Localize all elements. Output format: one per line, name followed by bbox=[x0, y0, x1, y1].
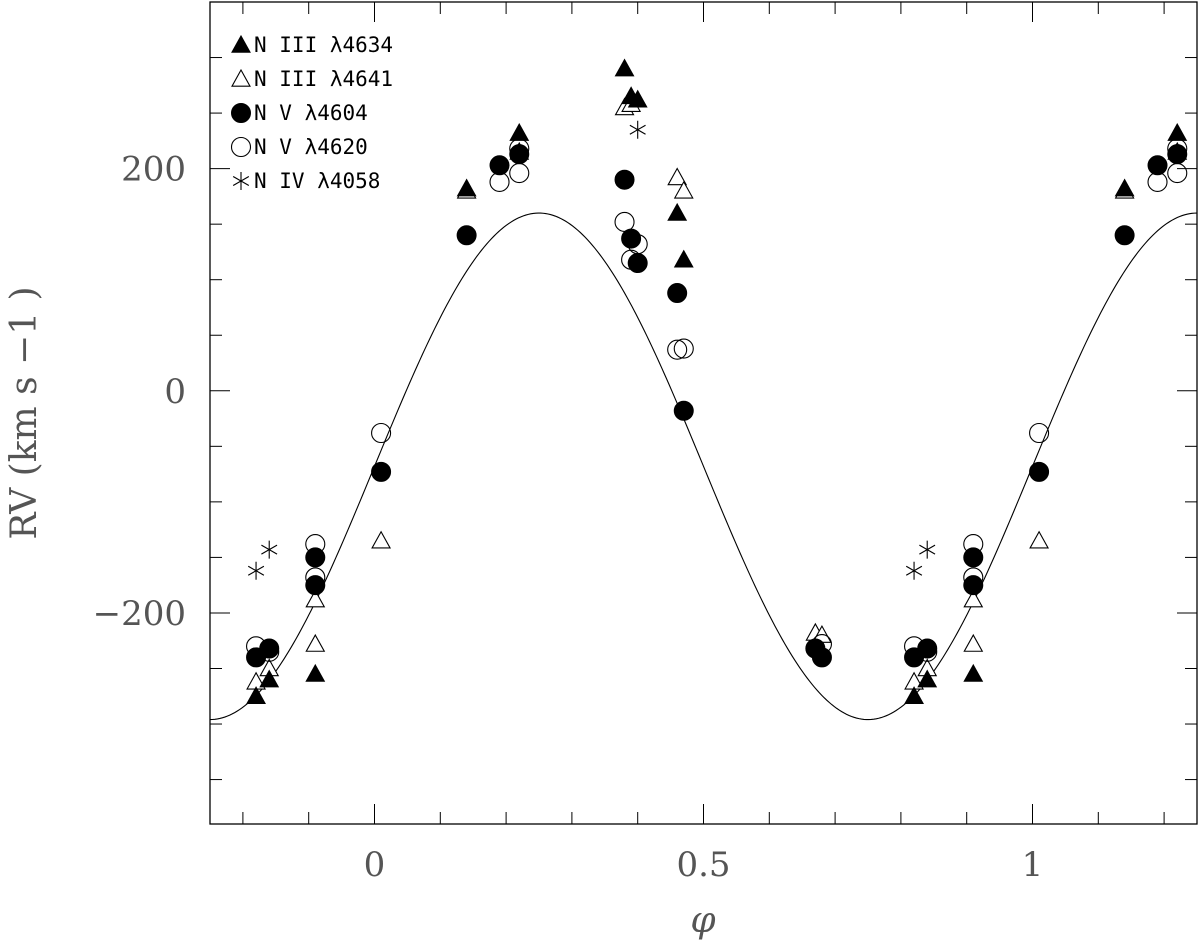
y-tick-label: −200 bbox=[93, 594, 186, 634]
data-point-open-triangle bbox=[963, 589, 984, 608]
data-point-filled-circle bbox=[917, 638, 938, 659]
data-point-filled-triangle bbox=[305, 663, 326, 682]
data-points bbox=[246, 58, 1188, 705]
data-point-filled-circle bbox=[456, 225, 477, 246]
data-point-filled-triangle bbox=[627, 89, 648, 108]
data-point-open-circle bbox=[1147, 171, 1168, 193]
data-point-open-circle bbox=[489, 171, 510, 193]
data-point-filled-triangle bbox=[246, 686, 266, 705]
legend-marker bbox=[231, 34, 251, 53]
data-point-open-circle bbox=[667, 339, 688, 360]
legend-label: N III λ4634 bbox=[254, 33, 393, 57]
y-tick-label: 0 bbox=[164, 372, 186, 412]
data-point-filled-circle bbox=[621, 228, 642, 249]
data-point-open-circle bbox=[673, 338, 694, 359]
data-point-open-triangle bbox=[305, 633, 326, 652]
data-point-filled-circle bbox=[305, 547, 326, 568]
data-point-open-triangle bbox=[305, 589, 326, 608]
data-point-asterisk bbox=[919, 540, 936, 559]
legend-label: N V λ4604 bbox=[254, 101, 368, 125]
data-point-filled-circle bbox=[509, 144, 530, 165]
data-point-open-circle bbox=[371, 422, 392, 444]
x-tick-label: 0.5 bbox=[676, 845, 730, 885]
data-point-open-circle bbox=[1029, 422, 1050, 444]
data-point-filled-circle bbox=[627, 253, 648, 274]
y-axis-title: RV (km s −1 ) bbox=[4, 286, 45, 539]
data-point-filled-circle bbox=[667, 283, 688, 304]
data-point-filled-triangle bbox=[1167, 122, 1188, 141]
data-point-filled-circle bbox=[259, 638, 280, 659]
data-point-open-triangle bbox=[673, 180, 694, 199]
data-point-filled-triangle bbox=[963, 663, 984, 682]
data-point-filled-circle bbox=[963, 547, 984, 568]
data-point-filled-circle bbox=[614, 169, 635, 190]
fit-curve bbox=[209, 212, 1198, 721]
data-point-filled-triangle bbox=[904, 686, 924, 705]
data-point-open-circle bbox=[614, 211, 635, 232]
legend-marker bbox=[232, 172, 250, 190]
data-point-filled-circle bbox=[1114, 225, 1135, 246]
y-tick-label: 200 bbox=[121, 150, 186, 190]
x-tick-label: 0 bbox=[364, 845, 386, 885]
data-point-filled-circle bbox=[811, 647, 832, 668]
data-point-open-triangle bbox=[667, 167, 688, 186]
data-point-filled-triangle bbox=[509, 122, 530, 141]
legend-label: N V λ4620 bbox=[254, 135, 368, 159]
data-point-open-circle bbox=[1167, 163, 1188, 184]
data-point-filled-triangle bbox=[1114, 178, 1135, 197]
x-tick-label: 1 bbox=[1022, 845, 1044, 885]
data-point-filled-triangle bbox=[614, 58, 635, 77]
data-point-asterisk bbox=[261, 540, 278, 559]
data-point-filled-triangle bbox=[673, 249, 694, 268]
data-point-filled-triangle bbox=[456, 178, 477, 197]
axis-ticks bbox=[210, 2, 1197, 824]
data-point-asterisk bbox=[905, 561, 923, 580]
data-point-asterisk bbox=[247, 561, 265, 580]
data-point-filled-circle bbox=[371, 461, 392, 482]
data-point-filled-circle bbox=[305, 575, 326, 596]
data-point-filled-triangle bbox=[667, 202, 688, 221]
legend: N III λ4634 N III λ4641 N V λ4604 N V λ4620… bbox=[230, 33, 393, 193]
axis-tick-labels: 0 0.5 1 −200 0 200 bbox=[93, 150, 1044, 885]
legend-marker bbox=[231, 68, 251, 87]
legend-marker bbox=[231, 103, 251, 123]
legend-label: N III λ4641 bbox=[254, 67, 393, 91]
data-point-filled-circle bbox=[489, 155, 510, 176]
data-point-filled-circle bbox=[1167, 144, 1188, 165]
plot-frame bbox=[209, 1, 1198, 825]
x-axis-title: φ bbox=[690, 900, 716, 941]
data-point-filled-circle bbox=[963, 575, 984, 596]
data-point-filled-circle bbox=[1029, 461, 1050, 482]
data-point-filled-circle bbox=[673, 400, 694, 421]
data-point-open-triangle bbox=[371, 530, 392, 549]
data-point-asterisk bbox=[629, 120, 646, 139]
data-point-open-circle bbox=[509, 163, 530, 184]
legend-marker bbox=[230, 136, 252, 158]
data-point-filled-triangle bbox=[259, 669, 280, 688]
data-point-filled-triangle bbox=[917, 669, 938, 688]
data-point-open-triangle bbox=[1029, 530, 1050, 549]
data-point-open-triangle bbox=[963, 633, 984, 652]
legend-label: N IV λ4058 bbox=[254, 169, 380, 193]
data-point-filled-circle bbox=[1147, 155, 1168, 176]
